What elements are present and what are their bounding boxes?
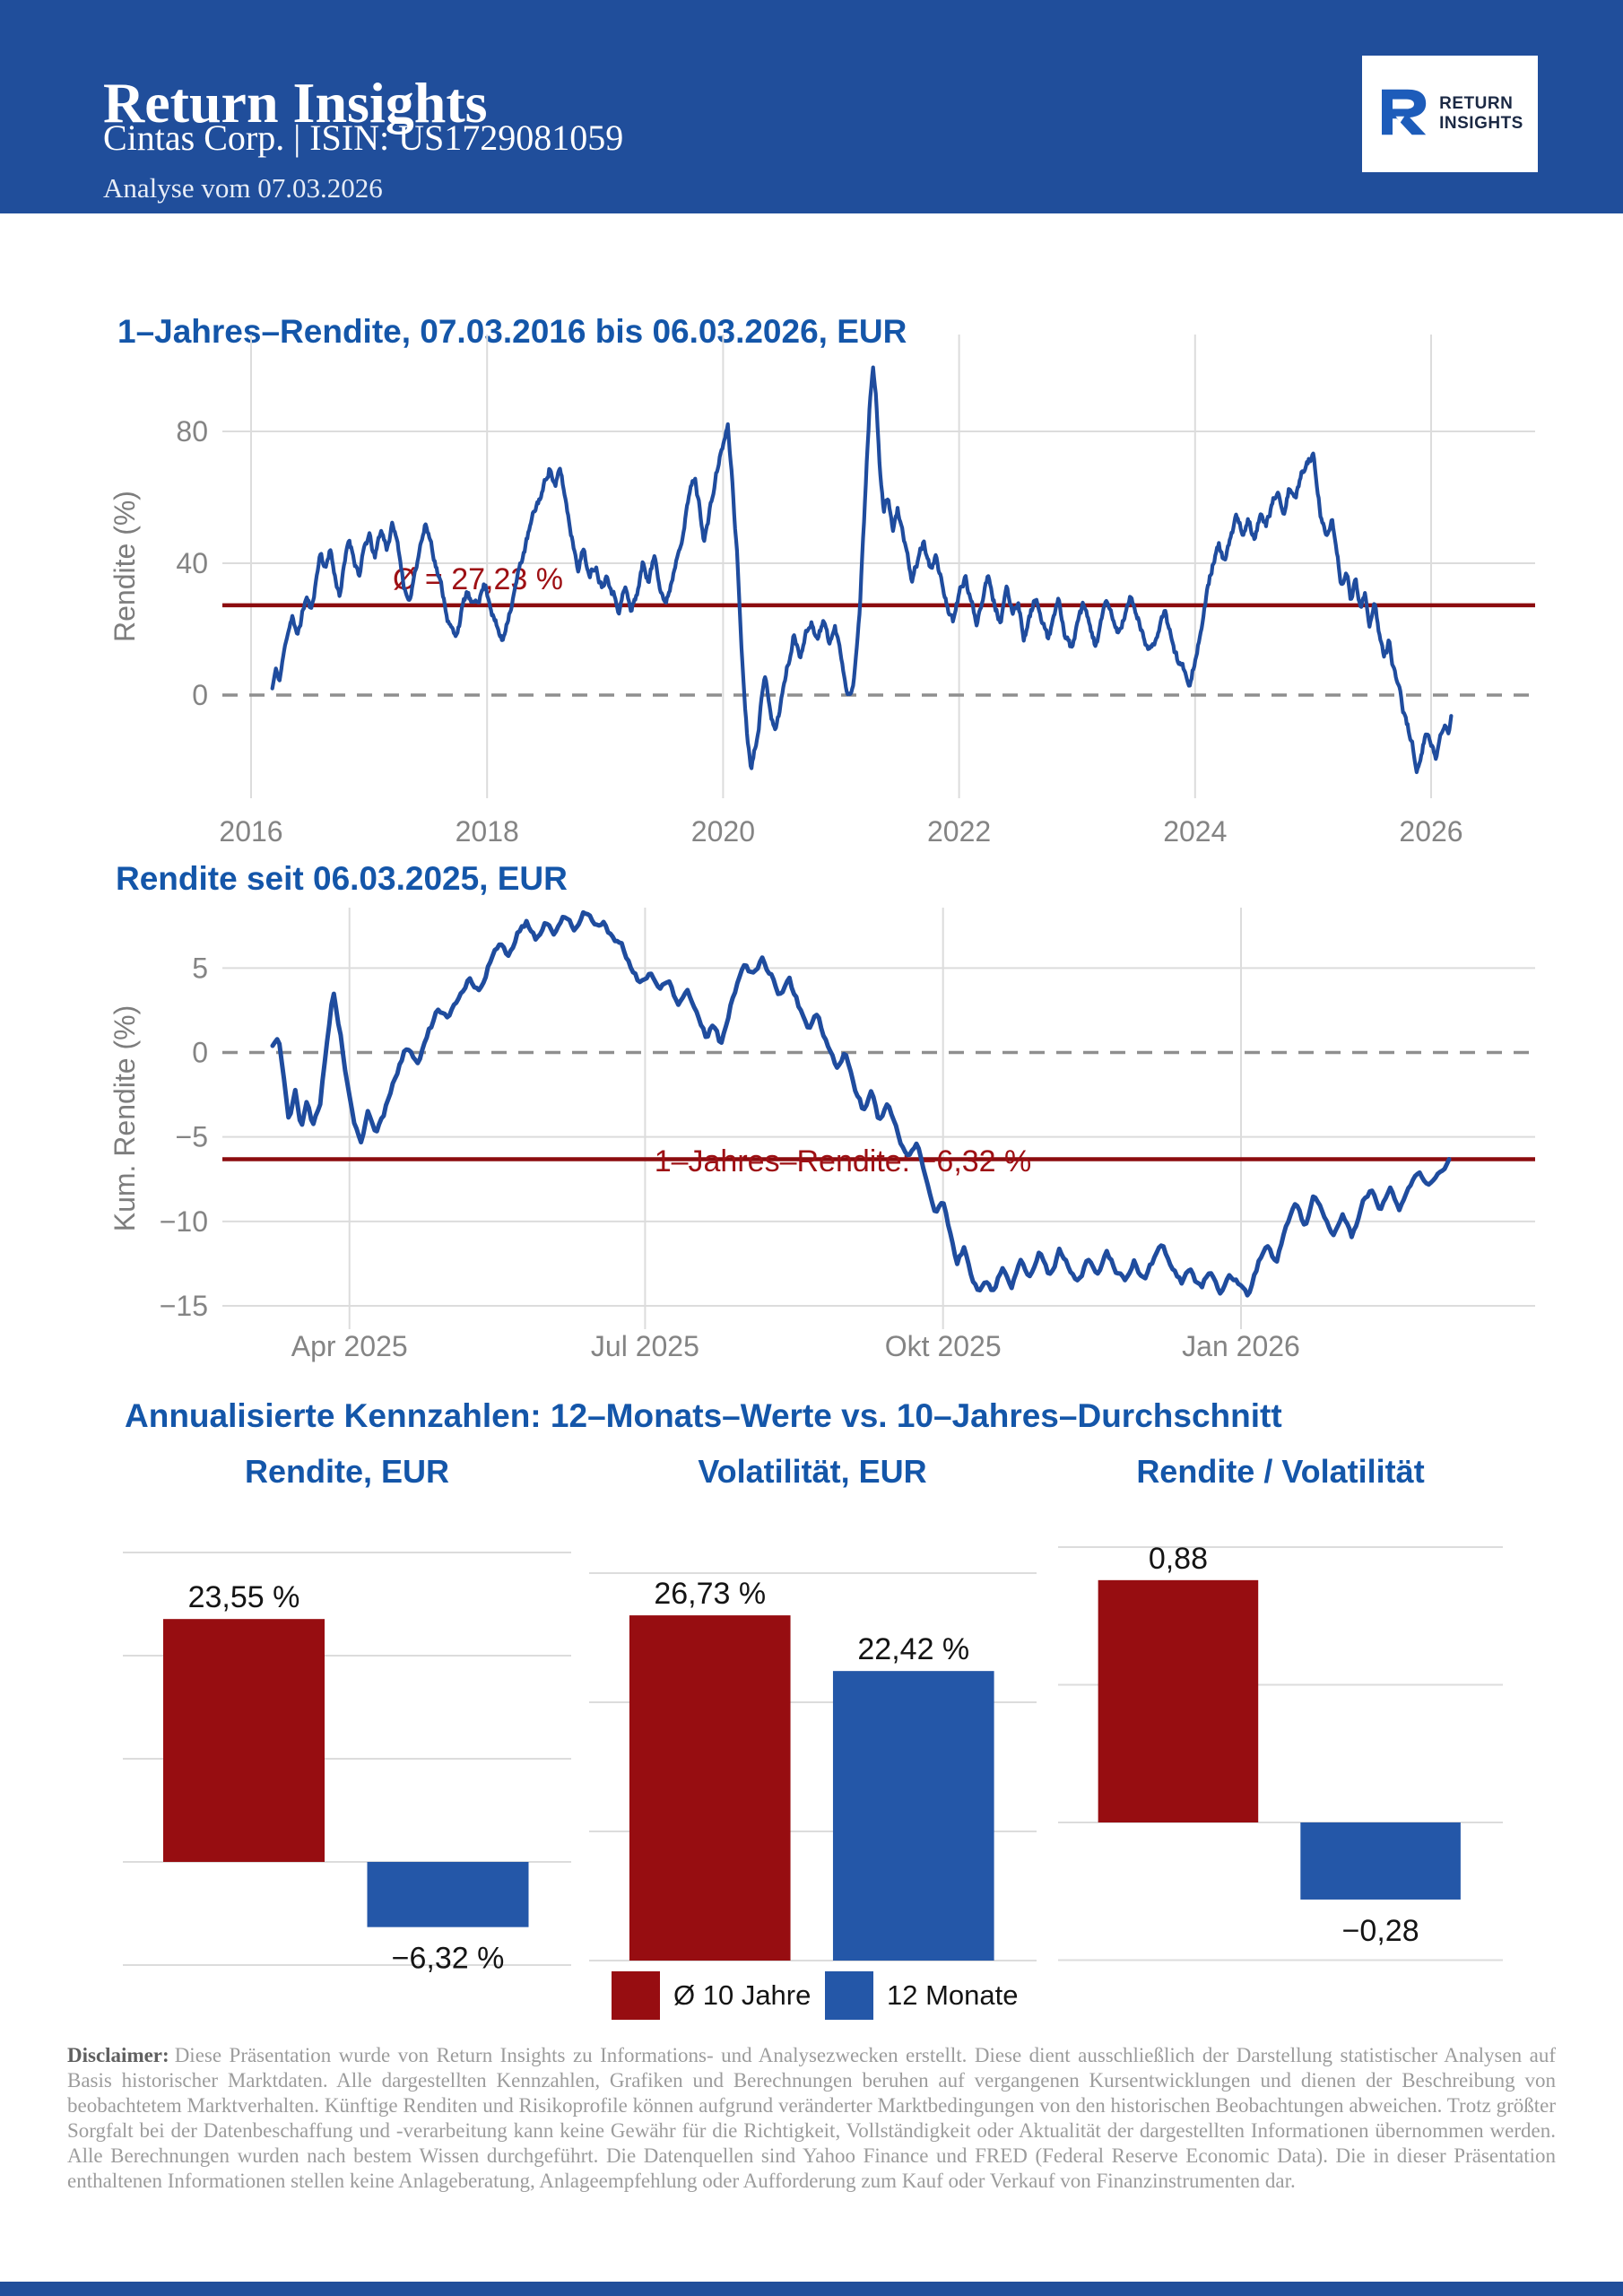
bar-chart-volatilitaet-title: Volatilität, EUR	[698, 1453, 927, 1490]
bar-12 Monate	[832, 1671, 994, 1961]
bar-volatilitaet-eur-chart: 26,73 % 22,42 %	[589, 1572, 1037, 1961]
legend-item-12-monate: 12 Monate	[825, 1970, 1019, 2022]
brand-line-1: RETURN	[1439, 94, 1514, 114]
kennzahlen-heading: Annualisierte Kennzahlen: 12–Monats–Wert…	[125, 1397, 1282, 1434]
legend-swatch-dark-red	[612, 1971, 660, 2020]
rolling-1y-return-chart: 2016 2018 2020 2022 2024 2026 0 40 80 Rendite (%)…	[108, 335, 1535, 848]
x-tick-label: Jul 2025	[591, 1330, 699, 1362]
reference-annotation: 1–Jahres–Rendite: −6,32 %	[655, 1144, 1032, 1178]
x-tick-label: 2016	[219, 815, 282, 848]
bar-value-label: −6,32 %	[392, 1942, 505, 1976]
bar-Ø 10 Jahre	[629, 1615, 791, 1961]
bar-chart-ratio-title: Rendite / Volatilität	[1136, 1453, 1425, 1490]
bar-value-label: 26,73 %	[654, 1577, 766, 1611]
bar-rendite-volatilitaet-chart: 0,88 −0,28	[1058, 1542, 1503, 1961]
header-band: Return Insights Cintas Corp. | ISIN: US1…	[0, 0, 1623, 213]
brand-logo: RETURN INSIGHTS	[1362, 56, 1538, 172]
bar-value-label: 23,55 %	[188, 1580, 300, 1614]
analysis-date: Analyse vom 07.03.2026	[103, 172, 383, 204]
bar-value-label: 22,42 %	[857, 1632, 969, 1666]
y-tick-label: 0	[192, 679, 208, 711]
r-arrow-logo-icon	[1376, 85, 1430, 144]
reference-annotation: Ø = 27,23 %	[393, 562, 563, 596]
y-tick-label: 40	[176, 547, 208, 579]
y-tick-label: −10	[160, 1205, 208, 1238]
x-tick-label: 2022	[927, 815, 991, 848]
bar-value-label: 0,88	[1149, 1542, 1208, 1576]
report-title: Return Insights	[103, 70, 488, 135]
bar-Ø 10 Jahre	[1098, 1579, 1259, 1822]
return-line-series	[270, 365, 1454, 775]
bar-value-label: −0,28	[1342, 1914, 1419, 1948]
legend-label: Ø 10 Jahre	[673, 1979, 812, 2011]
y-tick-label: 0	[192, 1037, 208, 1069]
return-line-series	[270, 909, 1452, 1298]
disclaimer-text: Diese Präsentation wurde von Return Insi…	[67, 2044, 1556, 2192]
y-axis-label: Rendite (%)	[108, 491, 141, 642]
disclaimer-label: Disclaimer:	[67, 2044, 169, 2066]
x-tick-label: 2026	[1399, 815, 1462, 848]
y-tick-label: 80	[176, 415, 208, 448]
bar-chart-rendite-title: Rendite, EUR	[244, 1453, 450, 1490]
x-tick-label: 2018	[456, 815, 519, 848]
bar-12 Monate	[367, 1862, 529, 1927]
legend-item-10-jahre: Ø 10 Jahre	[612, 1970, 811, 2022]
x-tick-label: Apr 2025	[291, 1330, 408, 1362]
brand-wordmark: RETURN INSIGHTS	[1439, 94, 1523, 134]
bar-Ø 10 Jahre	[163, 1619, 325, 1862]
brand-line-2: INSIGHTS	[1439, 114, 1523, 133]
x-tick-label: 2024	[1163, 815, 1227, 848]
y-axis-label: Kum. Rendite (%)	[108, 1005, 141, 1232]
cumulative-return-1y-chart: Apr 2025 Jul 2025 Okt 2025 Jan 2026 5 0 −5 −10 −…	[108, 908, 1535, 1362]
bar-rendite-eur-chart: 23,55 % −6,32 %	[123, 1552, 571, 1976]
legend-label: 12 Monate	[887, 1979, 1019, 2011]
x-tick-label: 2020	[691, 815, 755, 848]
y-tick-label: −5	[176, 1121, 208, 1153]
footer-bar	[0, 2282, 1623, 2296]
y-tick-label: 5	[192, 952, 208, 984]
chart2-title: Rendite seit 06.03.2025, EUR	[116, 860, 568, 897]
y-tick-label: −15	[160, 1290, 208, 1322]
x-tick-label: Jan 2026	[1182, 1330, 1300, 1362]
legend-swatch-blue	[825, 1971, 873, 2020]
x-tick-label: Okt 2025	[885, 1330, 1002, 1362]
bar-12 Monate	[1300, 1822, 1461, 1900]
disclaimer: Disclaimer: Diese Präsentation wurde von …	[67, 2043, 1556, 2194]
instrument-line: Cintas Corp. | ISIN: US1729081059	[103, 117, 624, 158]
chart1-title: 1–Jahres–Rendite, 07.03.2016 bis 06.03.2…	[117, 313, 907, 350]
